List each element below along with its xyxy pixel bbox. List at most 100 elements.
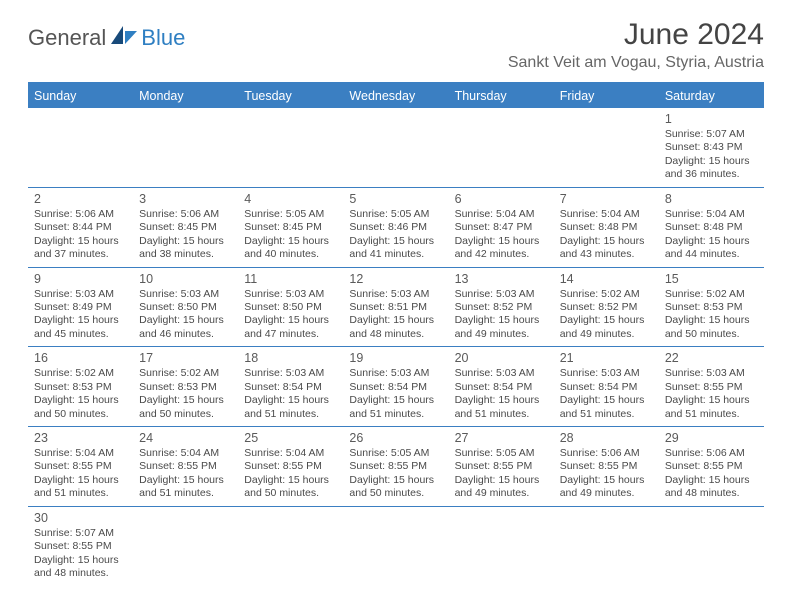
day-cell: 24Sunrise: 5:04 AMSunset: 8:55 PMDayligh… (133, 427, 238, 506)
title-block: June 2024 Sankt Veit am Vogau, Styria, A… (508, 18, 764, 72)
sunset-text: Sunset: 8:55 PM (349, 460, 442, 473)
daylight-text: Daylight: 15 hours (455, 314, 548, 327)
day-number: 14 (560, 271, 653, 287)
calendar: Sunday Monday Tuesday Wednesday Thursday… (28, 82, 764, 586)
empty-cell (238, 108, 343, 187)
day-cell: 8Sunrise: 5:04 AMSunset: 8:48 PMDaylight… (659, 188, 764, 267)
sunrise-text: Sunrise: 5:05 AM (244, 208, 337, 221)
daylight-text: and 51 minutes. (349, 408, 442, 421)
daylight-text: Daylight: 15 hours (560, 314, 653, 327)
sunrise-text: Sunrise: 5:03 AM (244, 367, 337, 380)
day-number: 20 (455, 350, 548, 366)
daylight-text: Daylight: 15 hours (560, 394, 653, 407)
day-number: 15 (665, 271, 758, 287)
day-number: 3 (139, 191, 232, 207)
sunset-text: Sunset: 8:43 PM (665, 141, 758, 154)
daylight-text: and 50 minutes. (244, 487, 337, 500)
week-row: 1Sunrise: 5:07 AMSunset: 8:43 PMDaylight… (28, 108, 764, 188)
daylight-text: and 51 minutes. (34, 487, 127, 500)
sunset-text: Sunset: 8:48 PM (665, 221, 758, 234)
day-number: 19 (349, 350, 442, 366)
daylight-text: Daylight: 15 hours (560, 235, 653, 248)
sunset-text: Sunset: 8:54 PM (560, 381, 653, 394)
day-number: 27 (455, 430, 548, 446)
day-cell: 23Sunrise: 5:04 AMSunset: 8:55 PMDayligh… (28, 427, 133, 506)
daylight-text: Daylight: 15 hours (244, 314, 337, 327)
day-cell: 10Sunrise: 5:03 AMSunset: 8:50 PMDayligh… (133, 268, 238, 347)
day-cell: 9Sunrise: 5:03 AMSunset: 8:49 PMDaylight… (28, 268, 133, 347)
empty-cell (238, 507, 343, 586)
daylight-text: and 51 minutes. (455, 408, 548, 421)
day-number: 18 (244, 350, 337, 366)
brand-logo: General Blue (28, 24, 185, 51)
day-number: 25 (244, 430, 337, 446)
day-cell: 25Sunrise: 5:04 AMSunset: 8:55 PMDayligh… (238, 427, 343, 506)
sunrise-text: Sunrise: 5:03 AM (349, 288, 442, 301)
day-number: 11 (244, 271, 337, 287)
daylight-text: and 49 minutes. (560, 328, 653, 341)
day-number: 1 (665, 111, 758, 127)
sunrise-text: Sunrise: 5:06 AM (665, 447, 758, 460)
daylight-text: and 46 minutes. (139, 328, 232, 341)
daylight-text: and 49 minutes. (455, 328, 548, 341)
dow-wednesday: Wednesday (343, 84, 448, 108)
day-cell: 22Sunrise: 5:03 AMSunset: 8:55 PMDayligh… (659, 347, 764, 426)
empty-cell (133, 108, 238, 187)
daylight-text: Daylight: 15 hours (665, 155, 758, 168)
daylight-text: Daylight: 15 hours (665, 394, 758, 407)
week-row: 23Sunrise: 5:04 AMSunset: 8:55 PMDayligh… (28, 427, 764, 507)
week-row: 16Sunrise: 5:02 AMSunset: 8:53 PMDayligh… (28, 347, 764, 427)
sunrise-text: Sunrise: 5:06 AM (139, 208, 232, 221)
day-cell: 3Sunrise: 5:06 AMSunset: 8:45 PMDaylight… (133, 188, 238, 267)
location: Sankt Veit am Vogau, Styria, Austria (508, 54, 764, 72)
sunrise-text: Sunrise: 5:06 AM (34, 208, 127, 221)
sunset-text: Sunset: 8:55 PM (34, 540, 127, 553)
sunset-text: Sunset: 8:55 PM (244, 460, 337, 473)
day-number: 24 (139, 430, 232, 446)
daylight-text: and 40 minutes. (244, 248, 337, 261)
daylight-text: and 50 minutes. (349, 487, 442, 500)
day-number: 21 (560, 350, 653, 366)
month-title: June 2024 (508, 18, 764, 52)
day-cell: 29Sunrise: 5:06 AMSunset: 8:55 PMDayligh… (659, 427, 764, 506)
day-of-week-row: Sunday Monday Tuesday Wednesday Thursday… (28, 84, 764, 108)
day-number: 2 (34, 191, 127, 207)
day-cell: 19Sunrise: 5:03 AMSunset: 8:54 PMDayligh… (343, 347, 448, 426)
empty-cell (343, 507, 448, 586)
empty-cell (343, 108, 448, 187)
sunset-text: Sunset: 8:48 PM (560, 221, 653, 234)
sunrise-text: Sunrise: 5:04 AM (560, 208, 653, 221)
sunset-text: Sunset: 8:44 PM (34, 221, 127, 234)
sunrise-text: Sunrise: 5:06 AM (560, 447, 653, 460)
daylight-text: and 45 minutes. (34, 328, 127, 341)
sunset-text: Sunset: 8:46 PM (349, 221, 442, 234)
daylight-text: Daylight: 15 hours (455, 235, 548, 248)
sunset-text: Sunset: 8:54 PM (349, 381, 442, 394)
sunrise-text: Sunrise: 5:03 AM (244, 288, 337, 301)
sunrise-text: Sunrise: 5:03 AM (139, 288, 232, 301)
day-number: 16 (34, 350, 127, 366)
day-cell: 6Sunrise: 5:04 AMSunset: 8:47 PMDaylight… (449, 188, 554, 267)
daylight-text: and 47 minutes. (244, 328, 337, 341)
daylight-text: and 36 minutes. (665, 168, 758, 181)
sunset-text: Sunset: 8:49 PM (34, 301, 127, 314)
daylight-text: and 37 minutes. (34, 248, 127, 261)
day-number: 28 (560, 430, 653, 446)
sunset-text: Sunset: 8:55 PM (560, 460, 653, 473)
dow-friday: Friday (554, 84, 659, 108)
sunrise-text: Sunrise: 5:02 AM (665, 288, 758, 301)
empty-cell (554, 507, 659, 586)
day-cell: 5Sunrise: 5:05 AMSunset: 8:46 PMDaylight… (343, 188, 448, 267)
dow-sunday: Sunday (28, 84, 133, 108)
week-row: 30Sunrise: 5:07 AMSunset: 8:55 PMDayligh… (28, 507, 764, 586)
day-cell: 14Sunrise: 5:02 AMSunset: 8:52 PMDayligh… (554, 268, 659, 347)
sunset-text: Sunset: 8:53 PM (665, 301, 758, 314)
empty-cell (659, 507, 764, 586)
daylight-text: and 49 minutes. (455, 487, 548, 500)
day-number: 8 (665, 191, 758, 207)
sunrise-text: Sunrise: 5:07 AM (665, 128, 758, 141)
sunrise-text: Sunrise: 5:03 AM (349, 367, 442, 380)
sunset-text: Sunset: 8:55 PM (139, 460, 232, 473)
day-number: 26 (349, 430, 442, 446)
empty-cell (133, 507, 238, 586)
